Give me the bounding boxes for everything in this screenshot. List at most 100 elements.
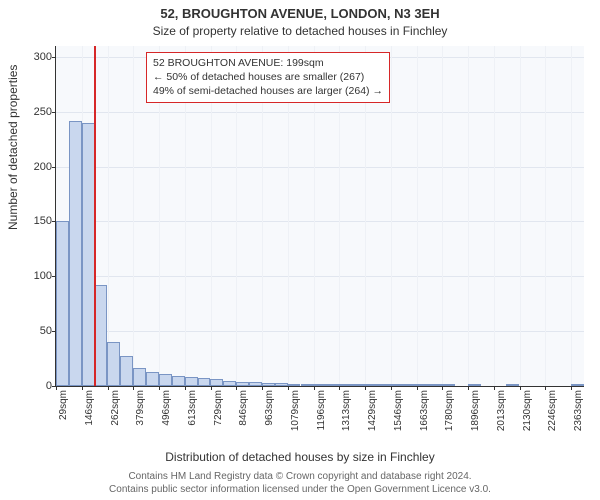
ytick-label: 300 [12,51,52,63]
vgridline [545,46,546,386]
callout-line: 52 BROUGHTON AVENUE: 199sqm [153,56,383,70]
vgridline [417,46,418,386]
xtick-label: 2246sqm [547,390,558,440]
ytick-mark [52,57,56,58]
vgridline [468,46,469,386]
vgridline [391,46,392,386]
xtick-label: 2013sqm [496,390,507,440]
xtick-mark [391,386,392,390]
xtick-mark [417,386,418,390]
histogram-bar [403,384,416,386]
histogram-bar [468,384,481,386]
xtick-label: 963sqm [264,390,275,440]
ytick-label: 0 [12,380,52,392]
xtick-mark [262,386,263,390]
xtick-label: 1896sqm [470,390,481,440]
xtick-mark [159,386,160,390]
histogram-bar [262,383,275,386]
gridline [56,331,584,332]
histogram-bar [172,376,185,386]
marker-line [94,46,96,386]
xtick-mark [520,386,521,390]
vgridline [520,46,521,386]
histogram-bar [313,384,326,386]
xtick-mark [108,386,109,390]
histogram-bar [429,384,442,386]
histogram-bar [159,374,172,386]
histogram-bar [146,372,159,386]
histogram-bar [210,379,223,386]
histogram-bar [442,384,455,386]
histogram-bar [506,384,519,386]
histogram-bar [95,285,108,386]
xtick-label: 1663sqm [419,390,430,440]
gridline [56,167,584,168]
vgridline [133,46,134,386]
histogram-bar [378,384,391,386]
ytick-label: 100 [12,270,52,282]
ytick-mark [52,112,56,113]
histogram-bar [571,384,584,386]
xtick-label: 1079sqm [290,390,301,440]
histogram-bar [120,356,133,386]
xtick-mark [365,386,366,390]
xtick-label: 2363sqm [573,390,584,440]
xtick-label: 1780sqm [444,390,455,440]
chart-title: 52, BROUGHTON AVENUE, LONDON, N3 3EH [0,6,600,21]
histogram-bar [185,377,198,386]
xtick-label: 1546sqm [393,390,404,440]
vgridline [442,46,443,386]
y-axis-label: Number of detached properties [6,65,20,230]
gridline [56,221,584,222]
histogram-bar [198,378,211,386]
callout-line: 49% of semi-detached houses are larger (… [153,84,383,98]
histogram-bar [339,384,352,386]
chart-container: 52, BROUGHTON AVENUE, LONDON, N3 3EH Siz… [0,0,600,500]
histogram-bar [69,121,82,386]
ytick-label: 200 [12,161,52,173]
ytick-label: 50 [12,325,52,337]
xtick-label: 496sqm [161,390,172,440]
histogram-bar [391,384,404,386]
gridline [56,112,584,113]
histogram-bar [107,342,120,386]
ytick-label: 150 [12,215,52,227]
footer-line-2: Contains public sector information licen… [0,484,600,497]
histogram-bar [416,384,429,386]
xtick-label: 1196sqm [316,390,327,440]
callout-box: 52 BROUGHTON AVENUE: 199sqm← 50% of deta… [146,52,390,103]
xtick-mark [56,386,57,390]
xtick-mark [211,386,212,390]
histogram-bar [56,221,69,386]
xtick-label: 729sqm [213,390,224,440]
xtick-label: 379sqm [135,390,146,440]
chart-subtitle: Size of property relative to detached ho… [0,24,600,38]
xtick-mark [494,386,495,390]
xtick-label: 1313sqm [341,390,352,440]
histogram-bar [365,384,378,386]
histogram-bar [275,383,288,386]
xtick-label: 262sqm [110,390,121,440]
plot-area: 05010015020025030029sqm146sqm262sqm379sq… [55,46,584,387]
gridline [56,276,584,277]
histogram-bar [223,381,236,386]
x-axis-label: Distribution of detached houses by size … [0,450,600,464]
xtick-mark [185,386,186,390]
xtick-label: 29sqm [58,390,69,440]
histogram-bar [249,382,262,386]
histogram-bar [301,384,314,386]
vgridline [108,46,109,386]
xtick-mark [82,386,83,390]
footer-attribution: Contains HM Land Registry data © Crown c… [0,471,600,496]
xtick-mark [314,386,315,390]
callout-line: ← 50% of detached houses are smaller (26… [153,70,383,84]
ytick-label: 250 [12,106,52,118]
xtick-label: 1429sqm [367,390,378,440]
vgridline [571,46,572,386]
xtick-label: 846sqm [238,390,249,440]
xtick-mark [468,386,469,390]
xtick-label: 2130sqm [522,390,533,440]
histogram-bar [236,382,249,386]
xtick-label: 146sqm [84,390,95,440]
footer-line-1: Contains HM Land Registry data © Crown c… [0,471,600,484]
